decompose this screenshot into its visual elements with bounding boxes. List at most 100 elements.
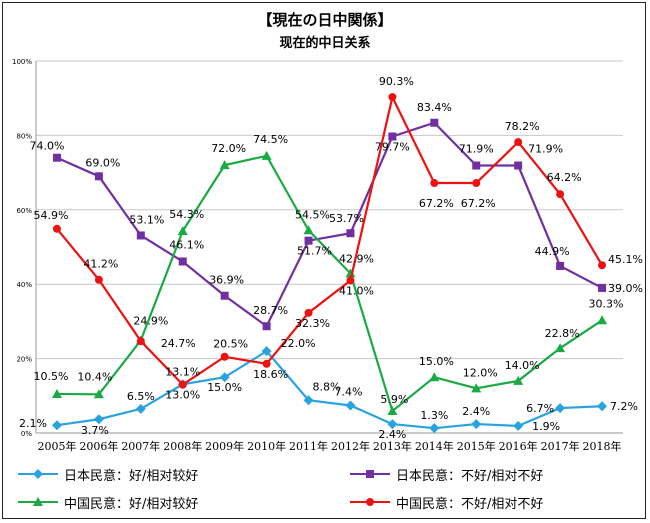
data-point-triangle	[51, 388, 62, 398]
data-point-circle	[178, 380, 187, 389]
data-point-circle	[556, 190, 565, 199]
data-label: 78.2%	[505, 120, 540, 133]
series-line	[56, 349, 603, 430]
data-point-square	[388, 132, 397, 141]
data-label: 15.0%	[207, 381, 242, 394]
data-label: 83.4%	[417, 101, 452, 114]
legend-label: 日本民意：好/相对较好	[64, 468, 199, 484]
legend-label: 中国民意：好/相对较好	[64, 496, 199, 512]
chart-frame: 【現在の日中関係】 现在的中日关系 0% 20% 40% 60% 80% 100% 2005…	[2, 2, 646, 519]
x-tick-label: 2018年	[583, 439, 622, 453]
x-tick-label: 2010年	[247, 439, 286, 453]
data-point-diamond	[513, 420, 524, 431]
x-tick-label: 2006年	[79, 439, 118, 453]
data-point-triangle	[513, 375, 524, 385]
data-point-square	[514, 161, 523, 170]
data-label: 54.5%	[295, 208, 330, 221]
data-label: 24.9%	[133, 314, 168, 327]
x-tick-label: 2016年	[499, 439, 538, 453]
data-point-square	[52, 153, 61, 162]
data-point-square	[556, 261, 565, 270]
data-label: 8.8%	[313, 380, 341, 393]
data-point-diamond	[93, 414, 104, 425]
series-line	[56, 154, 603, 413]
data-point-triangle	[597, 315, 608, 325]
series-lines	[51, 93, 608, 434]
data-labels: 2.1% 3.7% 6.5% 13.1% 15.0% 22.0% 8.8%7.4% 2.4% 1…	[19, 75, 643, 441]
legend-item-china-bad: 中国民意：不好/相对不好	[350, 490, 543, 514]
data-point-square	[220, 291, 229, 300]
data-label: 6.7%	[526, 402, 554, 415]
data-label: 67.2%	[419, 197, 454, 210]
data-point-circle	[430, 179, 439, 188]
data-point-circle	[472, 179, 481, 188]
legend-item-china-good: 中国民意：好/相对较好	[18, 490, 198, 514]
y-tick-label: 20%	[16, 356, 32, 364]
data-point-circle	[220, 352, 229, 361]
legend-circle-icon	[350, 498, 390, 506]
data-point-diamond	[303, 395, 314, 406]
x-tick-label: 2017年	[541, 439, 580, 453]
data-label: 28.7%	[253, 304, 288, 317]
data-label: 54.3%	[169, 208, 204, 221]
data-label: 74.0%	[29, 140, 64, 153]
data-label: 41.0%	[339, 284, 374, 297]
data-label: 53.7%	[329, 212, 364, 225]
x-tick-label: 2011年	[289, 439, 328, 453]
data-point-circle	[304, 308, 313, 317]
x-tick-label: 2014年	[415, 439, 454, 453]
data-label: 14.0%	[505, 359, 540, 372]
data-label: 22.0%	[281, 337, 316, 350]
data-point-triangle	[93, 389, 104, 399]
legend: 日本民意：好/相对较好 日本民意：不好/相对不好 中国民意：好/相对较好 中国民…	[10, 458, 640, 518]
data-point-triangle	[555, 343, 566, 353]
data-point-square	[178, 257, 187, 266]
x-tick-label: 2005年	[37, 439, 76, 453]
data-point-triangle	[429, 372, 440, 382]
data-point-triangle	[387, 406, 398, 416]
data-label: 20.5%	[213, 338, 248, 351]
data-point-circle	[94, 275, 103, 284]
x-tick-label: 2007年	[121, 439, 160, 453]
data-label: 10.5%	[33, 370, 68, 383]
y-tick-label: 0%	[21, 430, 32, 438]
data-point-diamond	[387, 419, 398, 430]
data-point-square	[598, 283, 607, 292]
data-point-square	[346, 229, 355, 238]
data-label: 13.0%	[165, 389, 200, 402]
data-point-circle	[598, 261, 607, 270]
data-label: 67.2%	[461, 197, 496, 210]
legend-item-japan-good: 日本民意：好/相对较好	[18, 462, 198, 486]
data-label: 69.0%	[85, 156, 120, 169]
data-point-circle	[136, 337, 145, 346]
legend-item-japan-bad: 日本民意：不好/相对不好	[350, 462, 543, 486]
data-label: 10.4%	[77, 370, 112, 383]
data-point-diamond	[345, 400, 356, 411]
data-point-square	[304, 236, 313, 245]
data-point-diamond	[471, 419, 482, 430]
data-label: 7.2%	[610, 400, 638, 413]
data-label: 30.3%	[589, 297, 624, 310]
data-label: 13.1%	[165, 365, 200, 378]
chart-title: 【現在の日中関係】	[257, 11, 392, 29]
x-tick-label: 2009年	[205, 439, 244, 453]
data-label: 24.7%	[161, 337, 196, 350]
data-label: 46.1%	[169, 239, 204, 252]
data-point-diamond	[51, 420, 62, 431]
data-label: 22.8%	[545, 327, 580, 340]
legend-triangle-icon	[18, 497, 58, 506]
data-label: 5.9%	[380, 393, 408, 406]
data-point-circle	[262, 359, 271, 368]
data-label: 7.4%	[334, 385, 362, 398]
data-label: 36.9%	[209, 274, 244, 287]
data-label: 79.7%	[375, 141, 410, 154]
data-point-triangle	[303, 225, 314, 235]
data-point-diamond	[429, 423, 440, 434]
data-point-square	[136, 231, 145, 240]
legend-diamond-icon	[18, 469, 58, 479]
data-point-circle	[346, 276, 355, 285]
data-label: 51.7%	[297, 245, 332, 258]
data-label: 2.4%	[378, 428, 406, 441]
legend-square-icon	[350, 470, 390, 478]
data-point-diamond	[555, 403, 566, 414]
